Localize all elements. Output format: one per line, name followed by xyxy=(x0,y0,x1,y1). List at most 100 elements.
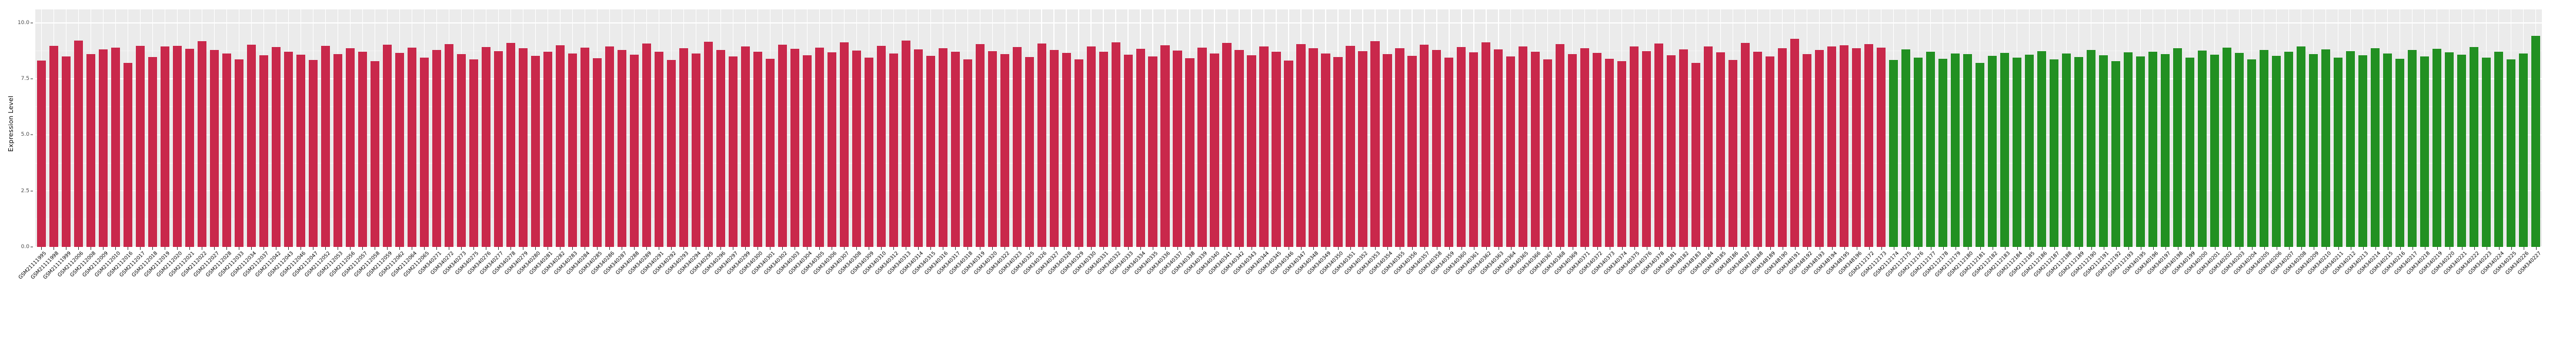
x-axis-tick-mark xyxy=(844,247,845,250)
x-axis-tick-mark xyxy=(2227,247,2228,250)
bar xyxy=(1654,43,1664,247)
bar xyxy=(2346,51,2355,247)
bar xyxy=(654,52,663,247)
bar xyxy=(1951,54,1960,247)
x-axis-tick-mark xyxy=(461,247,462,250)
x-axis-tick-mark xyxy=(1696,247,1697,250)
bar xyxy=(36,60,46,247)
y-axis-tick-mark xyxy=(31,190,33,192)
bar xyxy=(1827,46,1837,247)
x-axis-tick-mark xyxy=(2474,247,2475,250)
x-axis-tick-mark xyxy=(1844,247,1845,250)
bar xyxy=(2198,51,2207,247)
bar xyxy=(1407,55,1417,247)
x-axis-tick-mark xyxy=(1412,247,1413,250)
bar xyxy=(1864,44,1874,247)
bar xyxy=(308,59,318,247)
bar xyxy=(1197,47,1207,247)
bar xyxy=(2420,56,2430,247)
x-axis-tick-mark xyxy=(819,247,820,250)
bar xyxy=(493,51,503,247)
x-axis-tick-mark xyxy=(1387,247,1388,250)
bar xyxy=(1420,45,1429,247)
bar xyxy=(1753,51,1763,247)
bar xyxy=(1432,50,1442,247)
x-axis-tick-mark xyxy=(1424,247,1425,250)
x-axis-tick-mark xyxy=(226,247,228,250)
bar xyxy=(629,55,639,247)
bar xyxy=(1840,45,1849,247)
bar xyxy=(728,56,738,247)
x-axis-tick-mark xyxy=(510,247,512,250)
bar xyxy=(2297,46,2306,247)
x-axis-tick-mark xyxy=(1202,247,1203,250)
x-axis-tick-mark xyxy=(1523,247,1524,250)
bar xyxy=(1309,48,1318,247)
bar xyxy=(975,44,985,247)
bar xyxy=(778,45,787,247)
bar xyxy=(123,62,132,247)
bar xyxy=(926,55,935,247)
bar xyxy=(987,51,997,247)
bar xyxy=(1160,45,1170,247)
bar xyxy=(889,54,898,247)
bar xyxy=(1358,51,1367,247)
bar xyxy=(1679,49,1689,247)
bar xyxy=(530,56,540,247)
bar xyxy=(2050,59,2059,247)
bar xyxy=(790,49,799,247)
x-axis-tick-mark xyxy=(214,247,215,250)
bar xyxy=(98,49,108,247)
x-axis-tick-mark xyxy=(2165,247,2166,250)
bar xyxy=(1333,56,1343,247)
bar xyxy=(2432,49,2442,247)
x-axis-tick-mark xyxy=(1794,247,1796,250)
x-axis-tick-mark xyxy=(1239,247,1240,250)
bar xyxy=(1247,55,1256,247)
x-axis-tick-mark xyxy=(2153,247,2154,250)
x-axis-tick-mark xyxy=(967,247,969,250)
bar xyxy=(395,52,404,247)
bar xyxy=(2469,47,2479,247)
bar xyxy=(2284,52,2294,247)
x-axis-tick-mark xyxy=(1350,247,1351,250)
bar xyxy=(1976,63,1985,247)
bar xyxy=(901,41,910,247)
bar xyxy=(1234,49,1244,247)
x-axis-tick-mark xyxy=(1177,247,1179,250)
bar xyxy=(2124,52,2133,247)
x-axis-tick-mark xyxy=(263,247,265,250)
bar xyxy=(2074,56,2084,247)
bar xyxy=(950,52,960,247)
x-axis-tick-mark xyxy=(930,247,932,250)
x-axis-tick-mark xyxy=(1584,247,1586,250)
x-axis-tick-mark xyxy=(1313,247,1314,250)
x-axis-tick-mark xyxy=(1103,247,1105,250)
x-axis-tick-mark xyxy=(362,247,363,250)
bar xyxy=(1049,49,1059,247)
x-axis-tick-mark xyxy=(2325,247,2327,250)
bar xyxy=(2037,51,2047,247)
bar xyxy=(1123,55,1133,247)
bar xyxy=(407,47,416,247)
x-axis-tick-mark xyxy=(634,247,635,250)
x-axis-tick-mark xyxy=(436,247,438,250)
bar xyxy=(1642,51,1651,247)
x-axis-tick-mark xyxy=(1621,247,1623,250)
bar xyxy=(2260,49,2269,247)
bar xyxy=(679,48,688,247)
x-axis-tick-mark xyxy=(2375,247,2376,250)
bar xyxy=(592,58,602,247)
bar xyxy=(2506,59,2516,247)
bar xyxy=(1321,54,1330,247)
bar xyxy=(605,46,614,247)
bar xyxy=(1494,49,1503,247)
bar xyxy=(2321,49,2331,247)
y-axis-tick-labels: 0.0 2.5 5.0 7.5 10.0 xyxy=(18,0,33,250)
x-axis-tick-mark xyxy=(2115,247,2117,250)
x-axis-tick-mark xyxy=(1276,247,1277,250)
x-axis-tick-mark xyxy=(646,247,648,250)
bar xyxy=(1889,60,1898,247)
x-axis-tick-mark xyxy=(782,247,783,250)
